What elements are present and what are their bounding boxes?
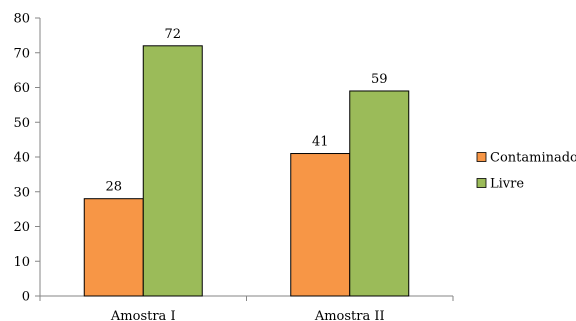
legend: Contaminado Livre xyxy=(476,151,576,192)
y-tick-label: 40 xyxy=(13,151,30,166)
bar-livre-1 xyxy=(142,45,203,297)
data-label: 28 xyxy=(105,180,122,195)
legend-swatch-livre xyxy=(476,178,487,188)
bar-livre-2 xyxy=(349,90,410,297)
y-tick-label: 70 xyxy=(13,46,30,61)
data-label: 72 xyxy=(164,27,181,42)
data-label: 59 xyxy=(371,72,388,87)
y-tick-label: 60 xyxy=(13,81,30,96)
legend-swatch-contaminado xyxy=(476,152,487,162)
y-tick-label: 0 xyxy=(22,290,30,305)
bar-contaminado-2 xyxy=(290,153,351,297)
y-axis: 0 10 20 30 40 50 60 70 80 xyxy=(13,12,41,305)
y-tick-label: 20 xyxy=(13,220,30,235)
data-labels: 28 72 41 59 xyxy=(105,27,387,195)
y-tick-label: 80 xyxy=(13,12,30,27)
bars xyxy=(83,45,410,297)
legend-label-livre: Livre xyxy=(490,177,524,192)
x-category-label: Amostra I xyxy=(110,309,176,321)
y-tick-label: 10 xyxy=(13,255,30,270)
legend-label-contaminado: Contaminado xyxy=(490,151,576,166)
y-tick-label: 50 xyxy=(13,116,30,131)
x-category-label: Amostra II xyxy=(314,309,385,321)
x-axis: Amostra I Amostra II xyxy=(39,295,454,321)
bar-contaminado-1 xyxy=(83,198,144,297)
data-label: 41 xyxy=(312,135,329,150)
y-tick-label: 30 xyxy=(13,185,30,200)
